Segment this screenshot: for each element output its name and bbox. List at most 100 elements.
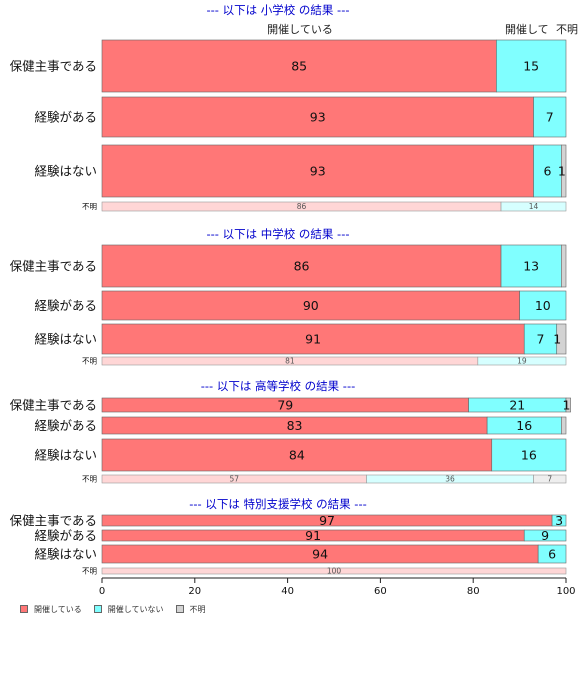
bar-segment-held bbox=[101, 323, 525, 355]
row-label: 保健主事である bbox=[10, 398, 97, 413]
bar-segment-not-held bbox=[519, 290, 567, 321]
bar-segment-unknown bbox=[561, 416, 567, 435]
data-label: 9 bbox=[541, 528, 549, 543]
legend: 開催している 開催していない 不明 bbox=[20, 603, 218, 615]
data-label: 13 bbox=[523, 259, 539, 274]
panel-title: --- 以下は 特別支援学校 の結果 --- bbox=[189, 497, 367, 511]
column-header-unknown: 不明 bbox=[556, 23, 578, 36]
x-tick-label: 100 bbox=[556, 586, 575, 597]
data-label: 90 bbox=[303, 298, 319, 313]
bar-segment-held bbox=[101, 438, 493, 472]
legend-label-unknown: 不明 bbox=[189, 604, 206, 614]
panel: --- 以下は 特別支援学校 の結果 --- 保健主事である 97 3 経験がある 91 9… bbox=[10, 497, 567, 576]
bar-segment-not-held bbox=[477, 356, 567, 366]
data-label: 81 bbox=[285, 357, 295, 366]
row-label: 不明 bbox=[82, 357, 97, 366]
bar-segment-not-held bbox=[496, 39, 567, 93]
data-label: 79 bbox=[277, 398, 293, 413]
x-tick-label: 60 bbox=[374, 586, 387, 597]
panel-title: --- 以下は 中学校 の結果 --- bbox=[206, 227, 349, 241]
bar-segment-not-held bbox=[537, 544, 567, 564]
bar-segment-held bbox=[101, 39, 497, 93]
data-label: 21 bbox=[509, 398, 525, 413]
data-label: 7 bbox=[546, 110, 554, 125]
row-label: 経験がある bbox=[34, 298, 97, 313]
row-label: 経験はない bbox=[34, 164, 97, 179]
data-label: 1 bbox=[558, 164, 566, 179]
row-label: 経験がある bbox=[34, 418, 97, 433]
data-label: 57 bbox=[229, 475, 239, 484]
data-label: 86 bbox=[294, 259, 310, 274]
data-label: 93 bbox=[310, 110, 326, 125]
row-label: 保健主事である bbox=[10, 513, 97, 528]
legend-label-held: 開催している bbox=[34, 604, 82, 614]
data-label: 97 bbox=[319, 513, 335, 528]
data-label: 93 bbox=[310, 164, 326, 179]
bar-segment-unknown bbox=[561, 244, 567, 288]
data-label: 16 bbox=[521, 448, 537, 463]
legend-item-held: 開催している bbox=[20, 604, 82, 615]
legend-swatch-unknown bbox=[175, 605, 184, 613]
bar-segment-held bbox=[101, 96, 534, 138]
bar-segment-not-held bbox=[523, 323, 558, 355]
x-tick-label: 20 bbox=[188, 586, 201, 597]
data-label: 1 bbox=[553, 332, 561, 347]
data-label: 85 bbox=[291, 59, 307, 74]
row-label: 不明 bbox=[82, 202, 97, 211]
data-label: 10 bbox=[535, 298, 551, 313]
column-header-held: 開催している bbox=[267, 22, 333, 36]
data-label: 1 bbox=[563, 398, 571, 413]
bar-segment-held bbox=[101, 144, 534, 198]
column-header-not-held: 開催して bbox=[505, 22, 549, 36]
x-tick-label: 0 bbox=[99, 586, 105, 597]
data-label: 91 bbox=[305, 332, 321, 347]
bar-segment-not-held bbox=[491, 438, 567, 472]
legend-item-not-held: 開催していない bbox=[93, 604, 164, 615]
row-label: 経験がある bbox=[34, 528, 97, 543]
row-label: 不明 bbox=[82, 475, 97, 484]
x-tick-label: 40 bbox=[281, 586, 294, 597]
data-label: 7 bbox=[537, 332, 545, 347]
data-label: 19 bbox=[517, 357, 527, 366]
bar-segment-unknown bbox=[556, 323, 567, 355]
bar-segment-unknown bbox=[561, 144, 567, 198]
data-label: 6 bbox=[543, 164, 551, 179]
data-label: 14 bbox=[529, 202, 539, 211]
legend-item-unknown: 不明 bbox=[175, 604, 206, 615]
legend-swatch-held bbox=[20, 605, 28, 613]
x-axis: 0 20 40 60 80 100 bbox=[99, 577, 576, 597]
data-label: 94 bbox=[312, 547, 328, 562]
panel: --- 以下は 小学校 の結果 --- 保健主事である 85 15 経験がある 93 7 経験… bbox=[10, 3, 567, 212]
data-label: 6 bbox=[548, 547, 556, 562]
chart-panels: --- 以下は 小学校 の結果 --- 保健主事である 85 15 経験がある 93 7 経験… bbox=[10, 3, 571, 576]
row-label: 保健主事である bbox=[10, 259, 97, 274]
legend-label-not-held: 開催していない bbox=[107, 604, 164, 614]
data-label: 3 bbox=[555, 513, 563, 528]
row-label: 経験はない bbox=[34, 448, 97, 463]
panel-title: --- 以下は 小学校 の結果 --- bbox=[206, 3, 349, 17]
data-label: 36 bbox=[445, 475, 455, 484]
bar-segment-held bbox=[101, 244, 502, 288]
data-label: 91 bbox=[305, 528, 321, 543]
bar-segment-held bbox=[101, 567, 567, 575]
bar-segment-unknown bbox=[533, 474, 567, 484]
bar-segment-not-held bbox=[523, 529, 567, 542]
data-label: 7 bbox=[547, 475, 552, 484]
row-label: 経験はない bbox=[34, 332, 97, 347]
row-label: 経験はない bbox=[34, 547, 97, 562]
data-label: 86 bbox=[297, 202, 307, 211]
panel-title: --- 以下は 高等学校 の結果 --- bbox=[201, 379, 356, 393]
panel: --- 以下は 高等学校 の結果 --- 保健主事である 79 21 1 経験がある 83 1… bbox=[10, 379, 571, 484]
bar-segment-not-held bbox=[500, 201, 567, 212]
row-label: 保健主事である bbox=[10, 59, 97, 74]
data-label: 100 bbox=[327, 567, 342, 576]
data-label: 16 bbox=[516, 418, 532, 433]
bar-segment-not-held bbox=[533, 96, 567, 138]
bar-segment-unknown bbox=[565, 397, 571, 413]
row-label: 経験がある bbox=[34, 110, 97, 125]
bar-segment-not-held bbox=[500, 244, 562, 288]
bar-segment-not-held bbox=[551, 514, 567, 527]
bar-segment-held bbox=[101, 290, 520, 321]
data-label: 83 bbox=[287, 418, 303, 433]
